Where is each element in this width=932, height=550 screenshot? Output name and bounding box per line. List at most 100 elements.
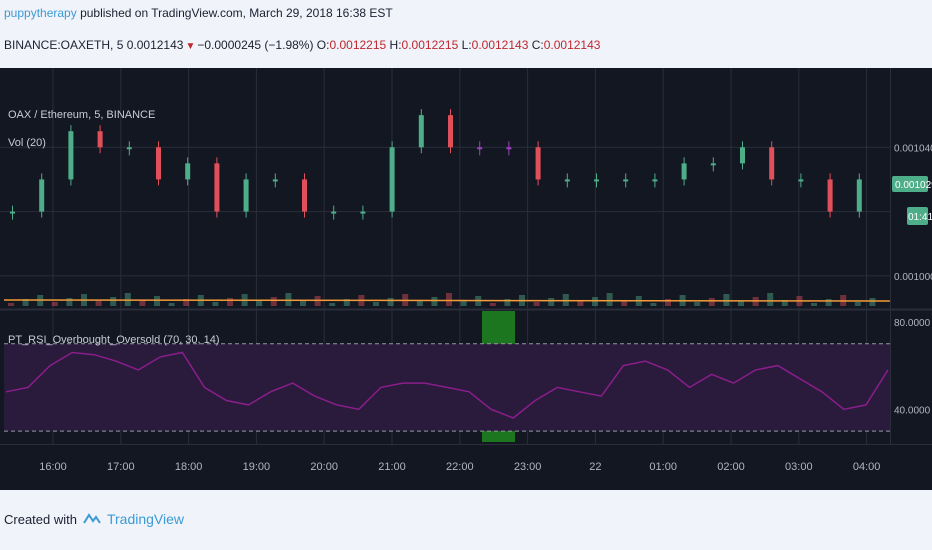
- volume-bar: [708, 298, 715, 306]
- volume-bar: [227, 298, 233, 306]
- volume-bar: [343, 299, 350, 306]
- volume-bar: [212, 302, 219, 306]
- x-tick-label: 23:00: [514, 461, 542, 473]
- rsi-pane: [4, 343, 890, 432]
- candle: [594, 179, 599, 182]
- candle: [272, 179, 278, 182]
- volume-bar: [431, 297, 438, 306]
- volume-bar: [387, 298, 394, 306]
- candle: [185, 163, 191, 180]
- last-price: 0.0012143: [126, 38, 184, 52]
- volume-bar: [606, 293, 613, 306]
- high-value: 0.0012215: [401, 38, 459, 52]
- volume-bar: [270, 297, 277, 306]
- open-label: O:: [316, 38, 330, 52]
- pair-legend: OAX / Ethereum, 5, BINANCE: [8, 109, 155, 121]
- candle: [506, 147, 512, 150]
- y-tick-label: 0.0010400: [894, 143, 932, 154]
- volume-bar: [51, 302, 58, 306]
- volume-bar: [8, 303, 14, 306]
- volume-bar: [577, 301, 584, 306]
- volume-bar: [285, 293, 292, 306]
- candle: [10, 211, 15, 214]
- candle: [39, 179, 45, 212]
- x-tick-label: 16:00: [39, 461, 67, 473]
- volume-bar: [416, 301, 423, 306]
- volume-bar: [854, 302, 861, 306]
- candle: [331, 211, 337, 214]
- volume-bars: [3, 293, 891, 306]
- candle: [156, 147, 161, 180]
- volume-bar: [183, 299, 190, 306]
- volume-bar: [650, 303, 657, 306]
- x-tick-label: 01:00: [649, 461, 677, 473]
- candle: [97, 131, 103, 148]
- rsi-line: [5, 351, 889, 419]
- volume-bar: [869, 298, 876, 306]
- x-tick-label: 19:00: [243, 461, 271, 473]
- quote-line: BINANCE:OAXETH, 5 0.0012143 ▼ −0.0000245 (…: [4, 38, 600, 52]
- chart-svg[interactable]: 16:00 17:00 18:00 19:00 20:00 21:00 22:00 23:00…: [0, 68, 932, 490]
- rsi-tick-label: 80.0000: [894, 318, 931, 329]
- high-label: H:: [389, 38, 402, 52]
- candle: [623, 179, 629, 182]
- candle: [68, 131, 74, 180]
- candle: [214, 163, 220, 212]
- countdown-badge: [907, 207, 928, 225]
- volume-bar: [446, 293, 452, 306]
- author-link[interactable]: puppytherapy: [4, 6, 77, 20]
- volume-bar: [781, 300, 788, 306]
- volume-bar: [694, 302, 701, 306]
- close-label: C:: [531, 38, 544, 52]
- volume-bar: [154, 296, 160, 306]
- tradingview-brand[interactable]: TradingView: [106, 511, 185, 527]
- volume-bar: [723, 294, 730, 306]
- candle: [360, 211, 366, 214]
- x-tick-label: 18:00: [175, 461, 203, 473]
- volume-ma-line: [3, 299, 891, 302]
- volume-bar: [256, 301, 263, 306]
- candle: [740, 147, 745, 164]
- last-price-badge-label: 0.0010297: [895, 180, 932, 191]
- volume-bar: [373, 302, 379, 306]
- created-with-label: Created with: [4, 511, 77, 527]
- candle: [418, 115, 424, 148]
- chart-area[interactable]: 16:00 17:00 18:00 19:00 20:00 21:00 22:00 23:00…: [0, 68, 932, 490]
- candle: [243, 179, 249, 212]
- volume-bar: [489, 303, 496, 306]
- rsi-tick-label: 40.0000: [894, 405, 931, 416]
- candle: [535, 147, 541, 180]
- x-tick-label: 20:00: [310, 461, 338, 473]
- x-tick-label: 22:00: [446, 461, 474, 473]
- candle: [448, 115, 453, 148]
- candle: [681, 163, 687, 180]
- x-tick-label: 02:00: [717, 461, 745, 473]
- candle: [827, 179, 833, 212]
- axis-panel: [890, 68, 932, 490]
- close-value: 0.0012143: [543, 38, 601, 52]
- down-triangle-icon: ▼: [185, 41, 196, 52]
- low-label: L:: [461, 38, 472, 52]
- volume-bar: [22, 299, 29, 306]
- low-value: 0.0012143: [471, 38, 529, 52]
- candle: [564, 179, 570, 182]
- x-tick-label: 21:00: [378, 461, 406, 473]
- candle: [302, 179, 307, 212]
- volume-bar: [329, 303, 336, 306]
- volume-bar: [139, 300, 146, 306]
- candle: [389, 147, 395, 212]
- x-axis: 16:00 17:00 18:00 19:00 20:00 21:00 22:00 23:00…: [39, 461, 880, 473]
- y-tick-label: 0.0010000: [894, 272, 932, 283]
- x-tick-label: 03:00: [785, 461, 813, 473]
- y-axis: 0.0010400 0.0010000 80.0000 40.0000: [894, 143, 932, 416]
- volume-bar: [825, 299, 832, 306]
- volume-bar: [460, 300, 467, 306]
- volume-bar: [533, 302, 540, 306]
- candles: [10, 109, 862, 220]
- volume-bar: [110, 297, 117, 306]
- volume-bar: [300, 300, 306, 306]
- volume-bar: [66, 298, 73, 306]
- tradingview-logo-icon: [83, 513, 101, 524]
- x-tick-label: 22: [589, 461, 601, 473]
- candle: [652, 179, 658, 182]
